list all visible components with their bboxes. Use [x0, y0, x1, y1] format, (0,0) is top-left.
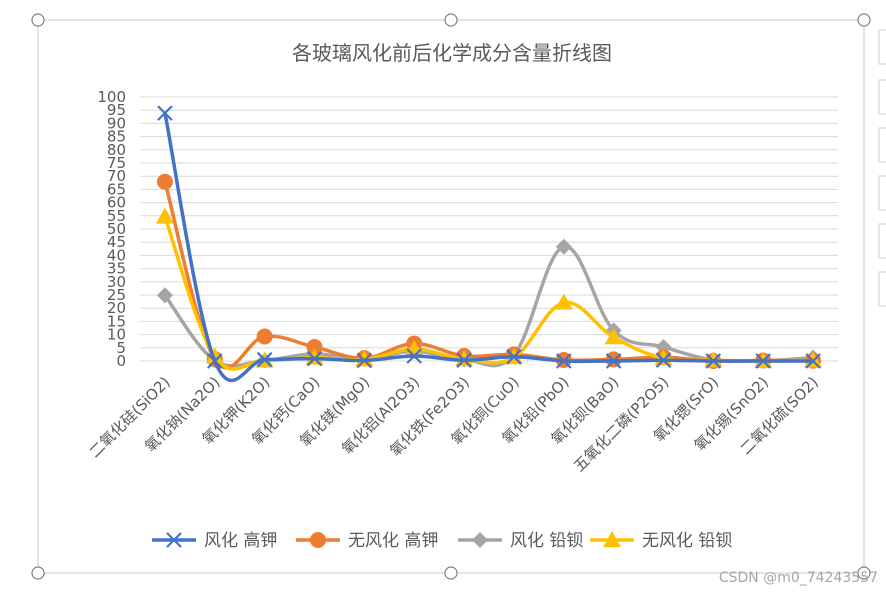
resize-handle-bottom-right[interactable]	[857, 566, 871, 580]
data-point	[455, 350, 474, 367]
data-point	[556, 353, 572, 369]
resize-handle-top-center[interactable]	[444, 13, 458, 27]
data-point	[506, 348, 522, 365]
x-axis-categories: 二氧化硅(SiO2)氧化钠(Na2O)氧化钾(K2O)氧化钙(CaO)氧化镁(M…	[86, 373, 822, 475]
legend-label: 风化 铅钡	[510, 531, 583, 551]
y-tick-label: 60	[107, 194, 126, 212]
legend-entry[interactable]: 无风化 铅钡	[590, 531, 732, 551]
data-point	[755, 353, 771, 369]
chart-filters-button[interactable]	[878, 127, 886, 163]
chart-styles-button[interactable]	[878, 79, 886, 115]
data-point	[554, 293, 573, 310]
resize-handle-bottom-left[interactable]	[31, 566, 45, 580]
legend-marker	[472, 532, 488, 548]
data-point	[805, 353, 821, 369]
data-point	[156, 287, 173, 304]
legend-marker	[310, 532, 326, 548]
y-tick-label: 65	[107, 180, 126, 198]
y-tick-label: 80	[107, 141, 126, 159]
data-point	[406, 348, 422, 364]
data-point	[256, 328, 273, 345]
data-point	[157, 105, 173, 121]
gridlines	[140, 96, 838, 362]
data-point	[705, 353, 722, 369]
chart-option-button-6[interactable]	[878, 271, 886, 307]
y-tick-label: 35	[107, 260, 126, 278]
series-lines	[155, 105, 823, 383]
legend: 风化 高钾 无风化 高钾 风化 铅钡 无风化 铅钡	[152, 531, 732, 551]
chart-elements-button[interactable]	[878, 29, 886, 65]
y-tick-label: 5	[116, 339, 126, 357]
y-tick-label: 40	[107, 246, 126, 264]
y-tick-label: 90	[107, 114, 126, 132]
data-point	[605, 353, 622, 369]
y-tick-label: 95	[107, 101, 126, 119]
data-point	[256, 351, 273, 368]
y-tick-label: 20	[107, 299, 126, 317]
series-line	[163, 216, 814, 371]
selection-handles	[31, 13, 871, 580]
data-point	[155, 207, 174, 224]
data-point	[205, 347, 224, 364]
chart-option-button-5[interactable]	[878, 223, 886, 259]
data-point	[356, 352, 373, 369]
data-point	[306, 350, 323, 367]
data-point	[456, 352, 472, 368]
y-tick-label: 70	[107, 167, 126, 185]
data-point	[555, 238, 572, 255]
data-point	[604, 328, 623, 345]
y-tick-label: 75	[107, 154, 126, 172]
data-point	[156, 173, 173, 190]
data-point	[355, 350, 374, 367]
chart-option-button-4[interactable]	[878, 175, 886, 211]
legend-marker	[166, 532, 182, 548]
y-tick-label: 100	[97, 88, 126, 106]
legend-label: 无风化 高钾	[348, 531, 438, 551]
y-tick-label: 50	[107, 220, 126, 238]
y-tick-label: 55	[107, 207, 126, 225]
series-4	[155, 207, 823, 371]
y-tick-label: 45	[107, 233, 126, 251]
y-tick-label: 0	[116, 352, 126, 370]
data-point	[306, 339, 323, 356]
legend-entry[interactable]: 风化 高钾	[152, 531, 277, 551]
data-point	[704, 351, 723, 368]
resize-handle-top-left[interactable]	[31, 13, 45, 27]
chart-title: 各玻璃风化前后化学成分含量折线图	[292, 41, 612, 65]
legend-label: 风化 高钾	[204, 531, 277, 551]
y-tick-label: 10	[107, 326, 126, 344]
data-point	[207, 353, 223, 369]
legend-entry[interactable]: 无风化 高钾	[296, 531, 438, 551]
series-1	[157, 105, 821, 383]
y-tick-label: 85	[107, 128, 126, 146]
y-tick-label: 30	[107, 273, 126, 291]
watermark-text: CSDN @m0_74243557	[719, 570, 878, 586]
data-point	[305, 348, 324, 365]
y-tick-label: 25	[107, 286, 126, 304]
resize-handle-top-right[interactable]	[857, 13, 871, 27]
resize-handle-bottom-center[interactable]	[444, 566, 458, 580]
data-point	[655, 352, 672, 368]
chart-side-toolbar	[878, 29, 886, 307]
legend-entry[interactable]: 风化 铅钡	[458, 531, 583, 551]
y-axis-ticks: 0510152025303540455055606570758085909510…	[97, 88, 126, 370]
legend-marker	[603, 531, 621, 547]
series-3	[156, 238, 822, 369]
y-tick-label: 15	[107, 312, 126, 330]
legend-label: 无风化 铅钡	[642, 531, 732, 551]
